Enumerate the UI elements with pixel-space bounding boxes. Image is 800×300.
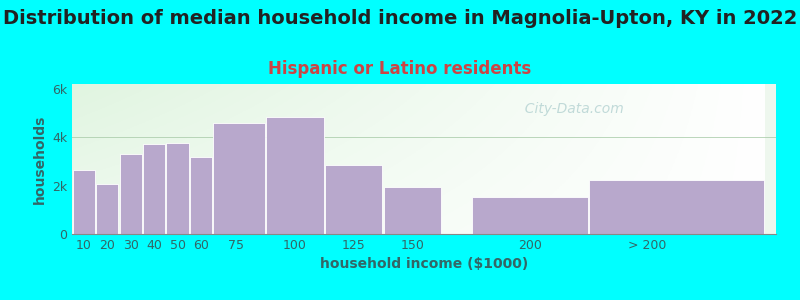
Text: City-Data.com: City-Data.com (515, 102, 623, 116)
Text: Distribution of median household income in Magnolia-Upton, KY in 2022: Distribution of median household income … (3, 9, 797, 28)
Bar (214, 123, 265, 234)
Bar (383, 187, 441, 234)
Bar (190, 157, 212, 234)
Y-axis label: households: households (33, 114, 46, 204)
X-axis label: household income ($1000): household income ($1000) (320, 257, 528, 272)
Bar (166, 143, 189, 234)
Bar (471, 196, 588, 234)
Bar (96, 184, 118, 234)
Bar (589, 180, 764, 234)
Bar (266, 117, 324, 234)
Bar (325, 165, 382, 234)
Bar (119, 154, 142, 234)
Bar (143, 145, 166, 234)
Text: Hispanic or Latino residents: Hispanic or Latino residents (268, 60, 532, 78)
Bar (73, 170, 95, 234)
